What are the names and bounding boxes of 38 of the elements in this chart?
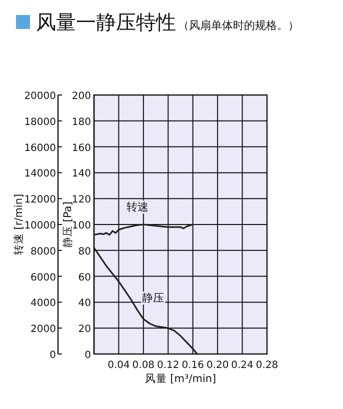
x-axis-title: 风量 [m³/min] bbox=[144, 373, 216, 385]
y2-tick-label: 16000 bbox=[24, 142, 56, 154]
y2-tick-label: 6000 bbox=[30, 272, 56, 284]
chart-title: 风量一静压特性 bbox=[36, 10, 176, 34]
y-tick-label: 140 bbox=[72, 168, 91, 180]
y-tick-label: 20 bbox=[78, 324, 91, 336]
series-label: 转速 bbox=[126, 200, 148, 214]
line-series bbox=[93, 247, 198, 355]
y2-tick-label: 14000 bbox=[24, 168, 56, 180]
y2-tick-label: 0 bbox=[50, 350, 56, 361]
y-tick-label: 0 bbox=[84, 350, 91, 361]
x-tick-label: 0.28 bbox=[256, 360, 278, 371]
y2-tick-label: 10000 bbox=[24, 220, 56, 232]
y-tick-label: 200 bbox=[72, 91, 91, 102]
x-tick-label: 0.20 bbox=[206, 360, 229, 371]
x-tick-label: 0.12 bbox=[157, 360, 180, 371]
y-tick-label: 100 bbox=[72, 220, 91, 232]
y2-axis-title: 转速 [r/min] bbox=[12, 194, 25, 256]
line-series bbox=[93, 224, 194, 236]
x-tick-label: 0.24 bbox=[231, 360, 254, 371]
y-tick-label: 120 bbox=[72, 194, 91, 206]
y2-tick-label: 20000 bbox=[24, 91, 56, 102]
y2-tick-label: 12000 bbox=[24, 194, 56, 206]
y-tick-label: 80 bbox=[78, 246, 91, 258]
y-tick-label: 160 bbox=[72, 142, 91, 154]
series-label: 静压 bbox=[142, 292, 164, 305]
y2-tick-label: 2000 bbox=[30, 324, 56, 336]
x-tick-label: 0.16 bbox=[182, 360, 204, 371]
y-tick-label: 60 bbox=[78, 272, 91, 284]
x-tick-label: 0.08 bbox=[132, 360, 155, 371]
y-axis-title: 静压 [Pa] bbox=[62, 202, 74, 248]
y2-tick-label: 4000 bbox=[30, 298, 56, 310]
y-tick-label: 40 bbox=[78, 298, 91, 310]
y2-tick-label: 18000 bbox=[24, 116, 56, 128]
y-tick-label: 180 bbox=[72, 116, 91, 128]
chart-subtitle: （风扇单体时的规格。） bbox=[178, 19, 299, 32]
y2-tick-label: 8000 bbox=[30, 246, 56, 258]
x-tick-label: 0.04 bbox=[108, 360, 130, 371]
